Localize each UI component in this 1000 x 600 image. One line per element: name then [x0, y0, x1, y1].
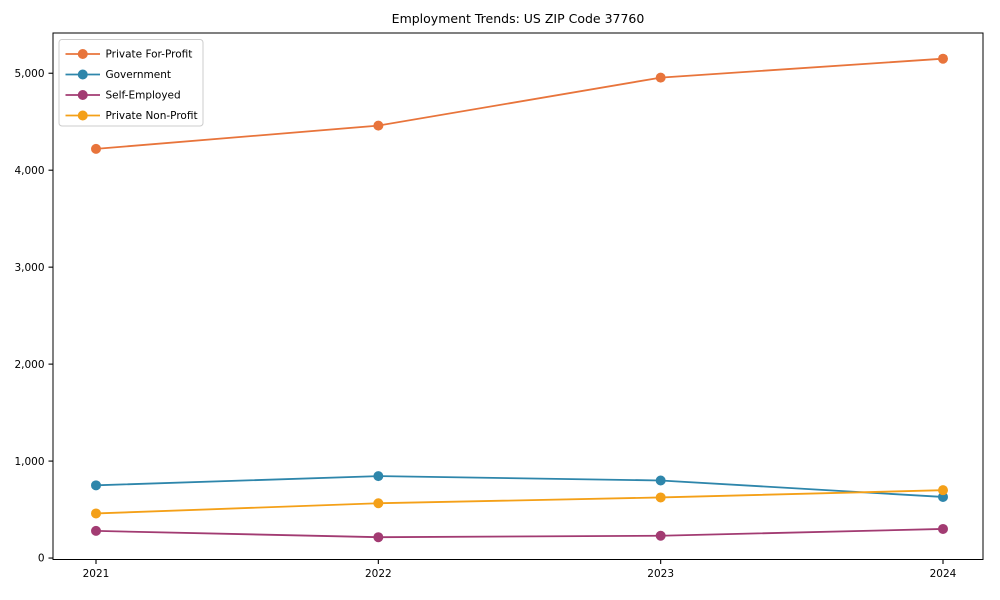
data-point: [373, 120, 384, 131]
legend-label: Private For-Profit: [106, 49, 193, 61]
data-point: [938, 53, 948, 64]
plot-border: [52, 32, 984, 560]
data-point: [373, 498, 384, 509]
legend-swatch-marker: [77, 110, 88, 121]
legend-box: [58, 39, 204, 127]
y-tick-label: 4,000: [14, 165, 44, 177]
y-tick-label: 1,000: [14, 456, 44, 468]
legend-label: Government: [106, 69, 171, 81]
x-tick-label: 2024: [930, 568, 957, 580]
legend-swatch-marker: [77, 69, 88, 80]
x-tick-label: 2021: [83, 568, 110, 580]
data-point: [655, 72, 666, 83]
series-line: [95, 489, 944, 515]
x-tick-label: 2022: [365, 568, 392, 580]
data-point: [91, 525, 101, 536]
legend-swatch-marker: [77, 49, 88, 59]
data-point: [91, 480, 101, 491]
data-point: [373, 471, 384, 482]
legend-label: Private Non-Profit: [106, 110, 198, 122]
data-point: [655, 475, 666, 486]
chart-title: Employment Trends: US ZIP Code 37760: [391, 11, 645, 26]
data-point: [91, 143, 101, 154]
x-tick-label: 2023: [647, 568, 674, 580]
data-point: [91, 508, 101, 519]
y-tick-label: 5,000: [14, 68, 44, 80]
series-line: [95, 475, 944, 498]
data-point: [938, 523, 948, 534]
series-line: [95, 528, 944, 539]
data-point: [373, 532, 384, 543]
y-tick-label: 0: [38, 553, 45, 565]
y-tick-label: 2,000: [14, 359, 44, 371]
y-tick-label: 3,000: [14, 262, 44, 274]
data-point: [655, 530, 666, 541]
data-point: [655, 492, 666, 503]
legend-label: Self-Employed: [106, 90, 181, 102]
legend-swatch-marker: [77, 90, 88, 100]
series-line: [95, 57, 944, 150]
data-point: [938, 485, 948, 496]
